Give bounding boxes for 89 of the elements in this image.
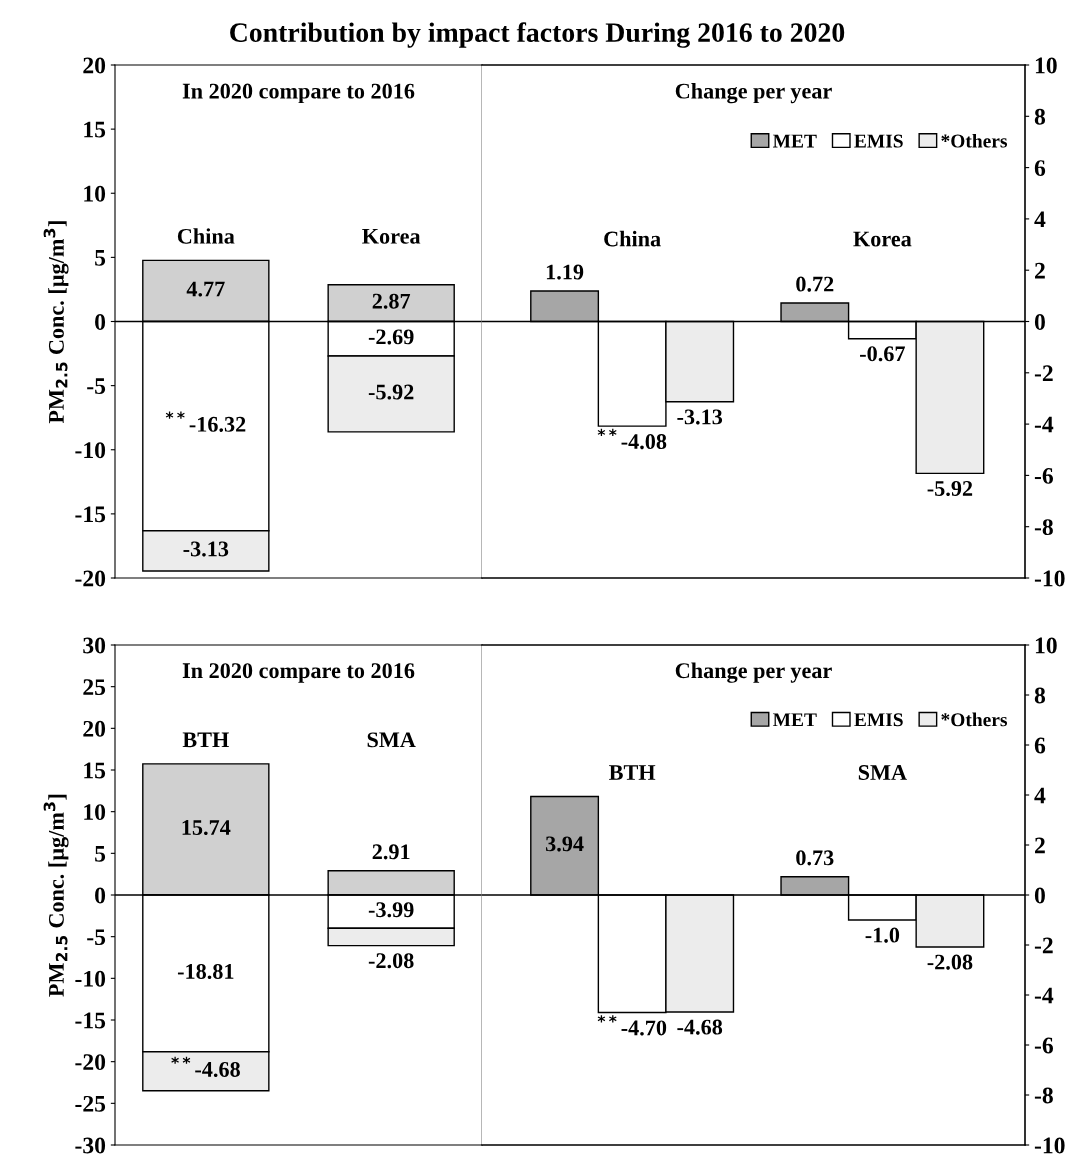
y2-tick-label: -6 [1034,1037,1054,1054]
y2-tick-label: -6 [1034,467,1054,484]
data-label: $^{**}$-16.32 [165,411,246,432]
text: Change per year [675,82,832,104]
data-label: -3.13 [677,409,723,425]
legend-label: *Others [941,712,1008,727]
y2-tick-label: 2 [1035,837,1045,854]
y-tick-label: -30 [75,1137,106,1154]
data-label: 4.77 [186,281,225,297]
y-tick-label: -15 [75,506,106,523]
x-tick-label: BTH [609,765,656,780]
y2-tick-label: 2 [1035,262,1045,279]
y2-tick-label: -8 [1034,1087,1053,1104]
data-label: $^{**}$-4.70 [597,1015,667,1036]
y2-tick-label: -2 [1034,937,1053,954]
data-label: -5.92 [927,481,973,497]
x-tick-label: SMA [858,765,907,780]
y-tick-label: 10 [84,804,106,821]
data-label: -2.08 [368,953,414,969]
y2-tick-label: -8 [1034,519,1053,536]
x-tick-label: China [177,228,235,244]
y-tick-label: 30 [83,637,106,654]
y-tick-label: -10 [75,442,106,459]
y-tick-label: 0 [95,887,106,904]
y-tick-label: 0 [95,313,106,330]
y-tick-label: -5 [87,378,106,395]
data-label: -2.69 [368,329,414,345]
y2-tick-label: 6 [1034,737,1046,754]
legend-label: EMIS [854,713,903,727]
x-tick-label: SMA [367,732,416,748]
y2-tick-label: 0 [1034,313,1045,330]
legend-label: *Others [941,133,1008,148]
y2-tick-label: 10 [1035,57,1057,74]
data-label: 2.87 [372,293,411,309]
y-tick-label: 20 [83,57,106,74]
y-tick-label: -20 [75,570,106,587]
data-label: -3.99 [368,902,414,918]
data-label: -18.81 [177,963,234,980]
text: In 2020 compare to 2016 [182,83,415,104]
text: Contribution by impact factors During 2016 to 2020 [230,22,845,48]
legend-label: EMIS [854,134,903,148]
y2-tick-label: 10 [1035,637,1057,654]
y-tick-label: -15 [75,1012,106,1029]
data-label: -1.0 [865,927,900,943]
y-tick-label: 5 [95,250,106,266]
y-tick-label: -20 [75,1054,106,1071]
data-label: -0.67 [860,346,905,362]
y-tick-label: -25 [75,1095,106,1112]
y2-tick-label: 4 [1034,787,1046,804]
y-axis-title: PM$_{2.5}$ Conc. [µg/m$^{3}$] [43,221,69,424]
data-label: $^{**}$-4.08 [597,428,667,450]
y-axis-title: PM$_{2.5}$ Conc. [µg/m$^{3}$] [43,794,69,997]
data-label: -4.68 [677,1019,723,1035]
y-tick-label: 15 [84,121,106,138]
y2-tick-label: -10 [1034,1137,1065,1154]
data-label: -2.08 [927,954,973,970]
y-tick-label: 20 [83,720,106,737]
data-label: 2.91 [372,844,410,860]
data-label: 15.74 [182,820,231,836]
data-label: 0.72 [796,276,834,292]
y2-tick-label: 6 [1034,160,1046,177]
y-tick-label: 5 [95,846,106,862]
y-tick-label: -5 [87,929,106,946]
y2-tick-label: 0 [1034,887,1045,904]
data-label: 0.73 [796,850,834,866]
text: In 2020 compare to 2016 [182,663,415,683]
y2-tick-label: 8 [1034,687,1046,704]
data-label: -5.92 [368,384,414,400]
y2-tick-label: -4 [1034,987,1054,1004]
legend-label: MET [772,713,817,727]
y2-tick-label: -2 [1034,365,1053,381]
y2-tick-label: -10 [1034,570,1065,587]
text: Change per year [675,662,832,683]
y2-tick-label: 8 [1034,108,1046,125]
y2-tick-label: -4 [1034,416,1054,433]
y-tick-label: 15 [84,762,106,779]
data-label: 3.94 [545,836,584,852]
x-tick-label: Korea [362,229,421,244]
data-label: -3.13 [183,541,229,557]
y-tick-label: -10 [75,970,106,987]
x-tick-label: China [604,230,661,247]
y-tick-label: 25 [83,679,106,696]
y-tick-label: 10 [84,185,106,202]
x-tick-label: Korea [853,231,912,247]
legend-label: MET [772,134,817,148]
data-label: 1.19 [546,264,584,280]
y2-tick-label: 4 [1034,211,1046,228]
x-tick-label: BTH [182,732,229,748]
data-label: $^{**}$-4.68 [171,1056,240,1077]
